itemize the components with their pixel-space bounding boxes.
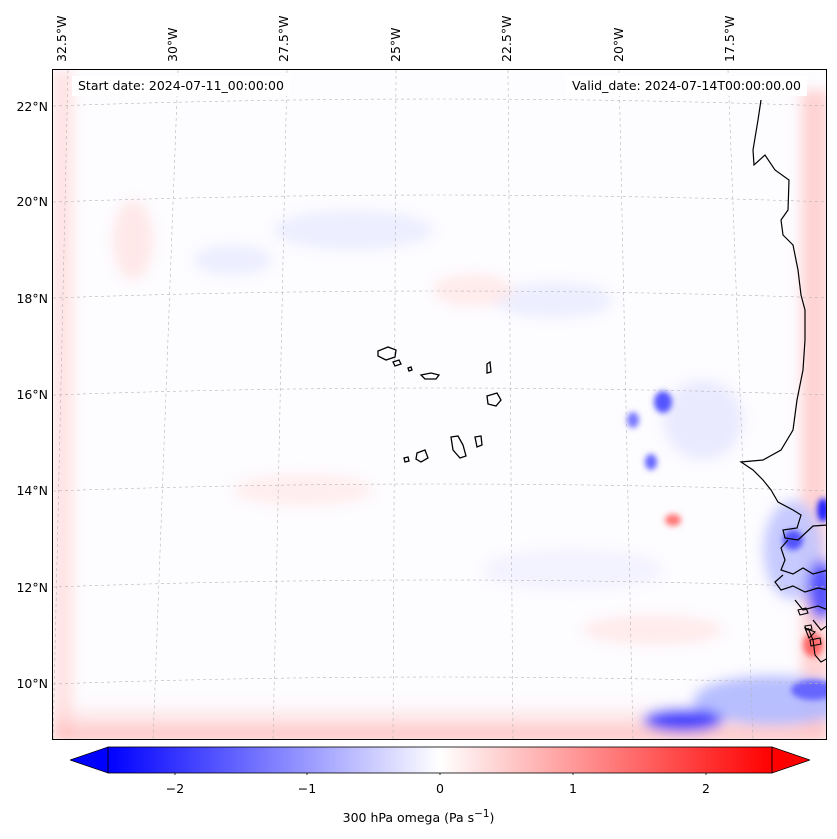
maio-island [474,435,483,448]
lon-label-17.5w: 17.5°W [722,15,737,62]
omega-field [53,70,826,739]
lat-label-22n: 22°N [16,99,48,114]
gridlines [53,70,826,739]
lon-label-20w: 20°W [611,27,626,62]
colorbar-body [107,746,773,774]
sao-vicente-island [392,359,402,367]
lon-label-30w: 30°W [165,27,180,62]
boa-vista-island [486,392,502,407]
cape-verde-islands [377,346,502,463]
brava-island [403,456,410,463]
sierra-leone-coast [804,627,826,663]
colorbar-tick-1: 1 [569,781,577,796]
start-date-label: Start date: 2024-07-11_00:00:00 [72,76,290,96]
colorbar-units: (Pa s−1) [444,808,495,826]
fogo-island [415,449,429,463]
lat-label-20n: 20°N [16,194,48,209]
colorbar-tick-marks [174,773,707,775]
colorbar-tick-0: 0 [436,781,444,796]
colorbar-tick-2: 2 [702,781,710,796]
colorbar-tick-minus1: −1 [297,781,317,796]
map-canvas [53,70,826,739]
lat-label-12n: 12°N [16,580,48,595]
sao-nicolau-island [419,372,441,380]
gambia-coast [780,539,826,575]
africa-coastline [739,99,826,541]
santo-antao-island [377,346,397,361]
omega-map [52,69,827,740]
colorbar [70,746,810,775]
lon-label-22.5w: 22.5°W [499,15,514,62]
sal-island [486,360,492,374]
colorbar-extend-high [771,746,810,774]
colorbar-units-base: Pa s [449,810,475,826]
lat-label-10n: 10°N [16,676,48,691]
lat-label-16n: 16°N [16,387,48,402]
colorbar-tick-minus2: −2 [165,781,185,796]
lon-label-25w: 25°W [388,27,403,62]
colorbar-units-exponent: −1 [474,808,490,820]
guinea-coast [794,599,826,631]
lon-label-27.5w: 27.5°W [276,15,291,62]
colorbar-label: 300 hPa omega (Pa s−1) [0,808,837,825]
colorbar-extend-low [70,746,109,774]
santiago-island [450,435,467,459]
lat-label-18n: 18°N [16,291,48,306]
omega-strong-cells [627,391,826,700]
santa-luzia-island [407,366,413,372]
lat-label-14n: 14°N [16,483,48,498]
lon-label-32.5w: 32.5°W [54,15,69,62]
colorbar-variable: 300 hPa omega [342,810,441,826]
valid-date-label: Valid_date: 2024-07-14T00:00:00.00 [565,76,807,96]
guinea-bissau-coast [774,574,826,593]
